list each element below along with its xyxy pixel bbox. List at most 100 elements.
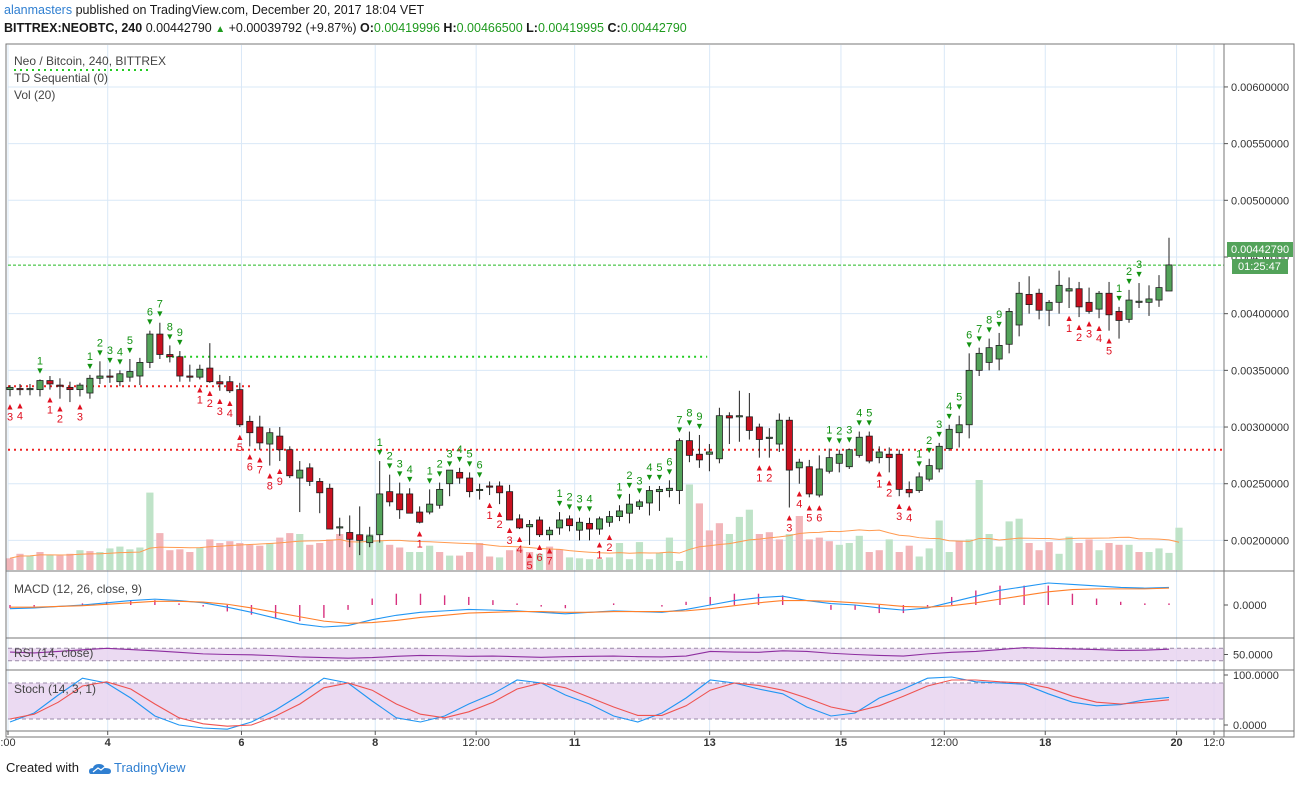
volume-bar <box>1115 544 1123 570</box>
candle-body <box>825 457 833 472</box>
td-count-label: 2 <box>207 398 213 410</box>
candle-body <box>705 451 713 455</box>
volume-bar <box>855 535 863 570</box>
volume-bar <box>1045 542 1053 570</box>
td-arrow-down-icon: ▼ <box>125 345 134 355</box>
td-count-label: 7 <box>157 299 163 311</box>
stoch-d-line <box>9 679 1170 727</box>
candle-body <box>1135 300 1143 303</box>
candle-body <box>56 384 64 387</box>
time-tick-label: 4 <box>105 737 112 749</box>
td-arrow-up-icon: ▲ <box>765 463 774 473</box>
td-count-label: 4 <box>117 346 123 358</box>
candle-body <box>496 485 504 494</box>
volume-bar <box>775 539 783 570</box>
td-count-label: 3 <box>507 535 513 547</box>
candle-body <box>715 415 723 460</box>
candle-body <box>1045 301 1053 311</box>
td-count-label: 6 <box>816 512 822 524</box>
volume-bar <box>835 544 843 570</box>
candle-body <box>346 532 354 540</box>
td-count-label: 4 <box>407 464 413 476</box>
td-arrow-down-icon: ▼ <box>435 469 444 479</box>
volume-bar <box>625 559 634 570</box>
td-arrow-down-icon: ▼ <box>145 317 154 327</box>
td-arrow-down-icon: ▼ <box>95 347 104 357</box>
td-count-label: 3 <box>77 411 83 423</box>
volume-bar <box>376 540 384 570</box>
candle-body <box>655 488 663 493</box>
td-arrow-down-icon: ▼ <box>155 309 164 319</box>
volume-bar <box>955 541 963 570</box>
time-tick-label: 13 <box>704 737 716 749</box>
td-arrow-up-icon: ▲ <box>905 502 914 512</box>
volume-bar <box>46 554 54 570</box>
candle-body <box>625 503 633 514</box>
candle-body <box>546 529 554 536</box>
candle-body <box>416 511 424 523</box>
volume-bar <box>715 523 723 570</box>
volume-bar <box>865 552 873 570</box>
created-with-text: Created with <box>6 760 79 775</box>
volume-bar <box>426 545 434 570</box>
td-arrow-up-icon: ▲ <box>595 540 604 550</box>
volume-bar <box>456 555 464 570</box>
indicator-lines <box>9 582 1170 730</box>
td-arrow-down-icon: ▼ <box>375 447 384 457</box>
candle-body <box>1095 292 1103 310</box>
volume-bar <box>495 557 504 570</box>
candle-body <box>945 428 953 449</box>
volume-bar <box>66 553 74 570</box>
td-count-label: 1 <box>417 538 423 550</box>
td-arrow-down-icon: ▼ <box>425 475 434 485</box>
td-arrow-up-icon: ▲ <box>6 401 15 411</box>
td-arrow-up-icon: ▲ <box>1065 313 1074 323</box>
td-count-label: 3 <box>447 448 453 460</box>
volume-bar <box>975 480 983 570</box>
legend-rsi: RSI (14, close) <box>14 646 93 660</box>
td-arrow-up-icon: ▲ <box>245 451 254 461</box>
candle-body <box>685 440 693 456</box>
candle-body <box>905 488 913 494</box>
td-count-label: 4 <box>457 444 463 456</box>
candle-body <box>256 426 264 444</box>
time-tick-label: 11 <box>569 737 581 749</box>
volume-bar <box>695 503 704 570</box>
tradingview-link[interactable]: TradingView <box>88 760 186 775</box>
candle-body <box>196 368 204 378</box>
price-tick-label: 0.00350000 <box>1231 365 1289 377</box>
td-count-label: 1 <box>596 550 602 562</box>
volume-bar <box>216 543 224 570</box>
td-arrow-up-icon: ▲ <box>815 502 824 512</box>
author-link[interactable]: alanmasters <box>4 3 73 17</box>
candle-body <box>875 451 883 459</box>
candle-body <box>36 380 44 391</box>
time-tick-label: 18 <box>1039 737 1051 749</box>
td-count-label: 1 <box>556 488 562 500</box>
candle-body <box>306 467 314 482</box>
volume-bar <box>795 516 803 570</box>
candle-body <box>1065 288 1073 292</box>
td-count-label: 4 <box>946 401 952 413</box>
time-tick-label: :00 <box>0 737 15 749</box>
volume-bar <box>1005 521 1013 570</box>
volume-bar <box>765 532 773 570</box>
stoch-band <box>8 683 1224 719</box>
candle-body <box>735 415 743 418</box>
td-count-label: 3 <box>397 459 403 471</box>
time-tick-label: 12:00 <box>462 737 490 749</box>
candle-body <box>1085 301 1093 312</box>
candle-body <box>865 435 873 462</box>
volume-bar <box>945 552 953 570</box>
td-arrow-down-icon: ▼ <box>825 435 834 445</box>
candle-body <box>276 435 284 451</box>
last-price: 0.00442790 <box>145 21 212 35</box>
candle-body <box>1145 298 1153 303</box>
volume-bar <box>1155 548 1163 570</box>
td-arrow-down-icon: ▼ <box>955 402 964 412</box>
td-arrow-down-icon: ▼ <box>665 466 674 476</box>
volume-bar <box>366 534 374 570</box>
volume-bar <box>86 551 94 570</box>
price-tick-label: 0.00500000 <box>1231 195 1289 207</box>
